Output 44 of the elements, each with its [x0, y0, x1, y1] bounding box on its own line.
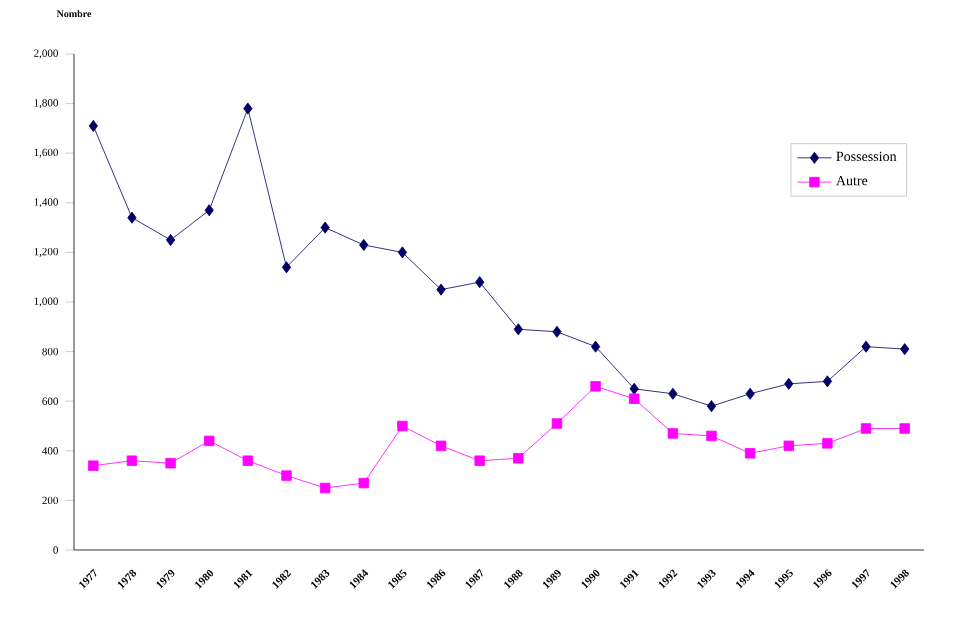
point: [783, 440, 794, 452]
point: [435, 440, 447, 452]
point: [320, 221, 330, 234]
point: [281, 261, 292, 274]
point: [359, 238, 369, 251]
point: [744, 448, 756, 459]
point: [127, 211, 137, 224]
point: [474, 455, 485, 466]
point: [397, 420, 408, 432]
point: [860, 423, 872, 434]
point: [204, 204, 214, 217]
point: [319, 482, 331, 494]
point: [590, 381, 601, 392]
point: [667, 428, 679, 439]
point: [745, 387, 755, 400]
point: [629, 393, 640, 404]
point: [706, 430, 717, 442]
point: [822, 375, 833, 388]
point: [243, 102, 253, 115]
point: [126, 455, 138, 466]
point: [358, 477, 369, 489]
point: [436, 283, 446, 296]
point: [397, 246, 408, 259]
point: [899, 423, 910, 434]
point: [668, 387, 678, 400]
point: [166, 234, 176, 246]
point: [629, 382, 639, 395]
point: [513, 453, 524, 464]
point: [784, 377, 794, 390]
point: [242, 455, 254, 466]
point: [590, 340, 601, 353]
point: [551, 418, 563, 429]
point: [475, 276, 485, 289]
point: [281, 470, 292, 481]
point: [88, 460, 99, 471]
point: [513, 323, 523, 336]
point: [88, 119, 98, 132]
point: [900, 343, 910, 356]
point: [706, 400, 717, 413]
point: [552, 325, 562, 338]
point: [822, 438, 833, 449]
point: [861, 340, 871, 353]
point: [204, 435, 215, 447]
point: [165, 458, 176, 469]
